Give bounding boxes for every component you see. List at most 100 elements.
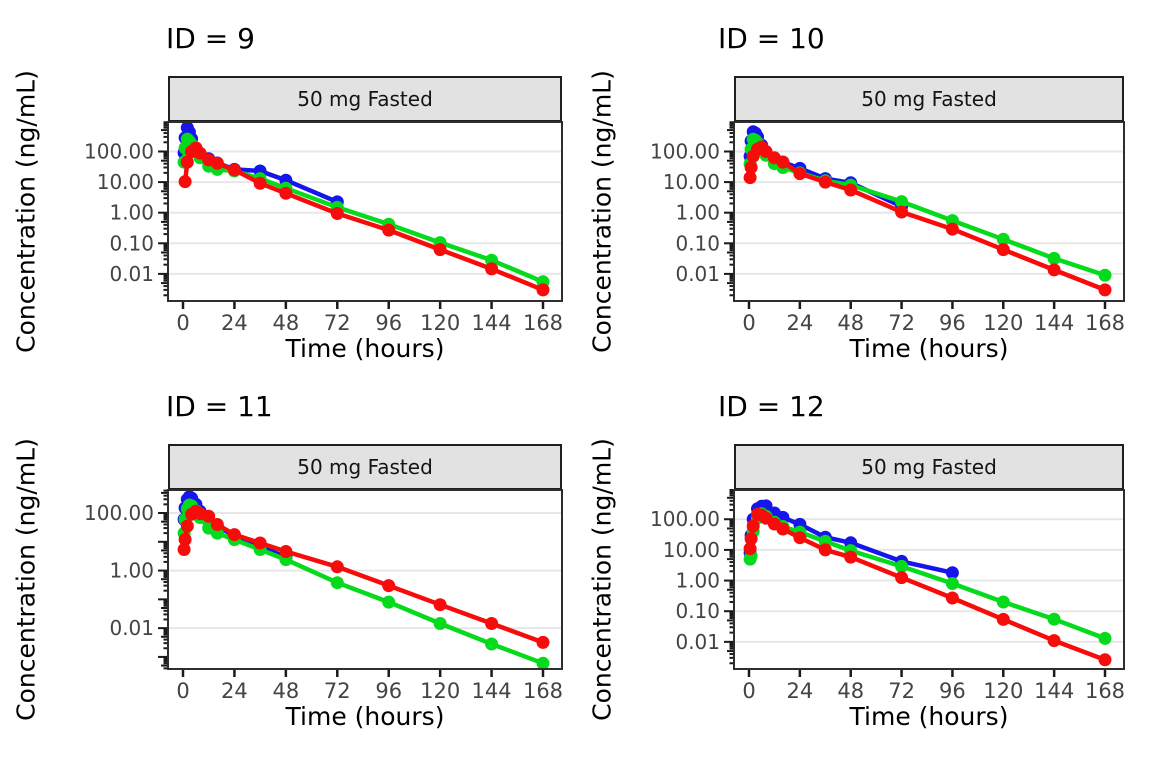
- data-point-red: [210, 518, 224, 531]
- y-tick-label: 100.00: [84, 139, 154, 163]
- data-point-red: [844, 183, 858, 197]
- panel-border: [167, 489, 563, 670]
- data-point-red: [536, 283, 550, 297]
- x-tick-label: 144: [472, 311, 512, 335]
- data-point-red: [180, 519, 194, 533]
- x-tick-label: 96: [939, 679, 966, 703]
- data-point-green: [945, 577, 959, 590]
- x-tick-label: 24: [221, 679, 248, 703]
- data-point-red: [178, 175, 192, 189]
- x-tick-label: 72: [324, 311, 351, 335]
- x-tick-label: 0: [742, 679, 755, 703]
- y-tick-label: 0.01: [675, 262, 720, 286]
- data-point-green: [536, 656, 550, 670]
- data-point-blue: [945, 566, 959, 580]
- plot-area: 100.00 10.00 1.00 0.10 0.01 0 24 48 72 96 120 144 16…: [84, 121, 563, 335]
- data-point-red: [945, 222, 959, 236]
- x-axis-title: Time (hours): [849, 334, 1009, 363]
- data-point-red: [382, 223, 396, 237]
- data-point-red: [1047, 634, 1061, 648]
- data-point-red: [433, 243, 447, 257]
- x-tick-label: 0: [176, 311, 189, 335]
- y-tick-label: 10.00: [97, 170, 154, 194]
- data-point-green: [382, 595, 396, 609]
- data-point-red: [227, 528, 241, 542]
- y-tick-label: 1.00: [109, 559, 154, 583]
- x-tick-label: 144: [472, 679, 512, 703]
- x-axis-title: Time (hours): [285, 702, 445, 731]
- panel-border: [167, 121, 563, 302]
- data-point-red: [776, 155, 790, 169]
- data-point-green: [433, 617, 447, 630]
- facet-strip-label: 50 mg Fasted: [861, 87, 997, 111]
- x-tick-label: 168: [1085, 311, 1125, 335]
- data-point-red: [744, 161, 758, 174]
- x-tick-label: 48: [272, 311, 299, 335]
- y-tick-label: 1.00: [675, 569, 720, 593]
- data-point-red: [210, 156, 224, 170]
- data-point-red: [818, 543, 832, 557]
- data-point-red: [485, 262, 499, 276]
- data-point-red: [180, 155, 194, 169]
- x-axis-title: Time (hours): [285, 334, 445, 363]
- data-point-red: [743, 171, 757, 185]
- data-point-red: [844, 550, 858, 564]
- data-point-green: [895, 559, 909, 573]
- x-tick-label: 120: [983, 311, 1023, 335]
- y-tick-label: 100.00: [650, 507, 720, 531]
- data-point-red: [895, 571, 909, 585]
- data-point-green: [1047, 612, 1061, 626]
- x-tick-label: 0: [176, 679, 189, 703]
- x-tick-label: 168: [523, 679, 563, 703]
- x-tick-label: 48: [837, 311, 864, 335]
- y-tick-label: 10.00: [663, 538, 720, 562]
- facet-strip: 50 mg Fasted: [734, 444, 1124, 490]
- data-point-red: [485, 617, 499, 630]
- plot-area: 100.00 10.00 1.00 0.10 0.01 0 24 48 72 96 120 144 16…: [650, 121, 1125, 335]
- x-tick-label: 72: [888, 679, 915, 703]
- data-point-red: [996, 612, 1010, 626]
- x-tick-label: 120: [420, 311, 460, 335]
- data-point-green: [996, 232, 1010, 246]
- data-point-red: [382, 579, 396, 593]
- data-point-red: [743, 542, 757, 556]
- data-point-red: [330, 207, 344, 220]
- data-point-red: [744, 532, 758, 546]
- x-tick-label: 48: [837, 679, 864, 703]
- x-tick-label: 120: [983, 679, 1023, 703]
- data-point-green: [1098, 631, 1112, 645]
- data-point-green: [330, 576, 344, 590]
- x-tick-label: 48: [272, 679, 299, 703]
- data-point-red: [1098, 653, 1112, 667]
- panel-id-9: ID = 9 Concentration (ng/mL) 50 mg Faste…: [0, 0, 576, 384]
- panel-title: ID = 10: [718, 22, 825, 55]
- x-tick-label: 144: [1034, 679, 1074, 703]
- data-point-red: [279, 186, 293, 200]
- y-tick-label: 0.10: [675, 231, 720, 255]
- data-point-red: [1098, 283, 1112, 297]
- data-point-red: [793, 167, 807, 181]
- y-tick-label: 0.10: [675, 599, 720, 623]
- y-tick-label: 0.01: [675, 630, 720, 654]
- plot-area: 100.00 1.00 0.01 0 24 48 72 96 120 144 168: [84, 489, 563, 703]
- data-point-red: [202, 509, 216, 523]
- panel-border: [733, 121, 1125, 302]
- data-point-red: [227, 163, 241, 177]
- facet-strip-label: 50 mg Fasted: [297, 87, 433, 111]
- y-tick-label: 0.10: [109, 231, 154, 255]
- facet-strip-label: 50 mg Fasted: [297, 455, 433, 479]
- data-point-red: [330, 560, 344, 574]
- y-tick-label: 1.00: [109, 201, 154, 225]
- data-point-green: [485, 637, 499, 651]
- panel-title: ID = 11: [166, 390, 273, 423]
- x-tick-label: 72: [888, 311, 915, 335]
- y-tick-label: 100.00: [650, 139, 720, 163]
- data-point-red: [793, 531, 807, 545]
- y-tick-label: 10.00: [663, 170, 720, 194]
- x-tick-label: 24: [221, 311, 248, 335]
- x-tick-label: 72: [324, 679, 351, 703]
- x-tick-label: 144: [1034, 311, 1074, 335]
- data-point-green: [1098, 268, 1112, 282]
- y-tick-label: 100.00: [84, 501, 154, 525]
- x-tick-label: 24: [786, 311, 813, 335]
